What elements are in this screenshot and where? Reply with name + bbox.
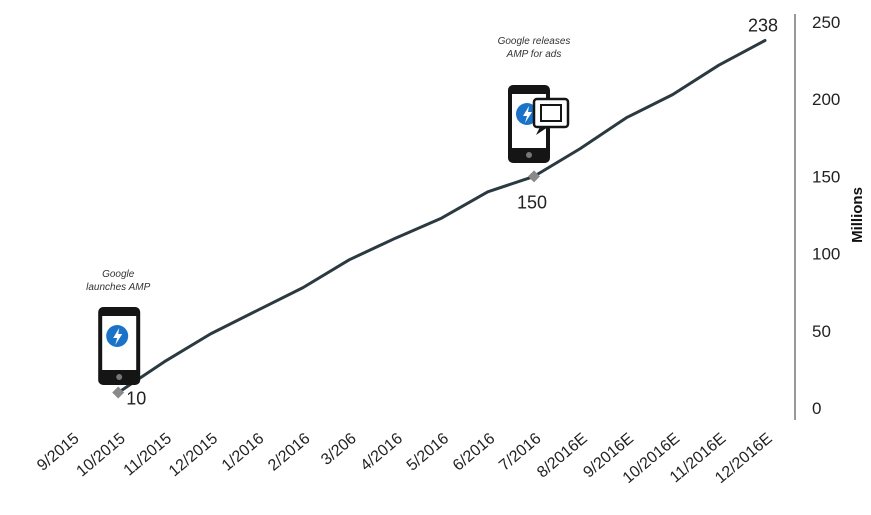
annotation-text: AMP for ads — [506, 49, 562, 60]
series-layer — [116, 39, 767, 395]
data-point — [717, 63, 721, 67]
data-label: 10 — [126, 389, 146, 409]
data-point — [347, 258, 351, 262]
data-label: 150 — [517, 192, 547, 212]
y-tick-label: 150 — [812, 167, 840, 186]
x-tick-label: 6/2016 — [450, 430, 498, 475]
series-line — [116, 39, 767, 395]
annotations: Google launches AMP Google releases AMP for… — [86, 36, 570, 385]
point-marker — [112, 386, 125, 399]
x-tick-label: 4/2016 — [358, 430, 406, 475]
data-point — [763, 39, 767, 43]
amp-phone-icon — [98, 307, 141, 385]
data-point — [671, 93, 675, 97]
data-label: 238 — [748, 16, 778, 36]
x-tick-label: 8/2016E — [534, 430, 591, 481]
y-axis: 0 50 100 150 200 250 — [794, 13, 840, 420]
data-point — [440, 216, 444, 220]
data-point — [624, 116, 628, 120]
point-marker — [528, 170, 540, 183]
x-tick-label: 2/2016 — [265, 430, 313, 475]
x-tick-label: 3/206 — [318, 430, 360, 469]
y-tick-label: 0 — [812, 399, 821, 418]
data-point — [486, 190, 490, 194]
x-tick-label: 1/2016 — [219, 430, 267, 475]
x-tick-label: 10/2015 — [74, 430, 129, 480]
x-tick-label: 12/2015 — [166, 430, 221, 480]
x-tick-label: 11/2015 — [121, 430, 175, 480]
annotation-text: Google releases — [498, 36, 571, 47]
data-point — [578, 147, 582, 151]
y-axis-label: Millions — [849, 187, 866, 243]
data-point — [255, 309, 259, 313]
data-point — [301, 286, 305, 290]
data-labels: 10 150 238 — [112, 16, 778, 409]
amp-phone-ad-icon — [508, 85, 570, 163]
x-tick-label: 5/2016 — [404, 430, 452, 475]
y-tick-label: 250 — [812, 13, 840, 32]
annotation-text: launches AMP — [86, 282, 150, 293]
data-point — [393, 236, 397, 240]
data-point — [162, 360, 166, 364]
y-tick-label: 50 — [812, 322, 831, 341]
y-tick-label: 100 — [812, 245, 840, 264]
y-tick-label: 200 — [812, 90, 840, 109]
data-point — [209, 332, 213, 336]
annotation-text: Google — [102, 269, 135, 280]
